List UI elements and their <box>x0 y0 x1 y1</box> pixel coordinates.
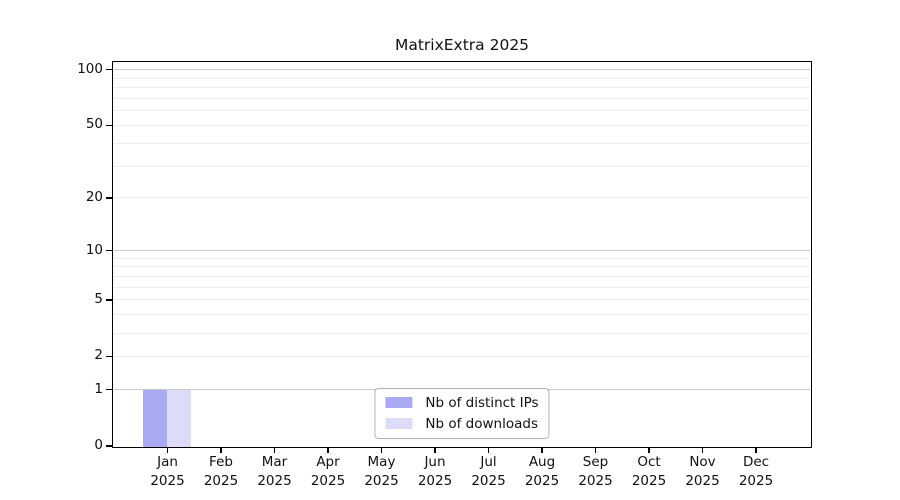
y-tick-mark-5 <box>106 299 112 301</box>
legend-swatch-downloads <box>385 418 413 429</box>
y-tick-mark-50 <box>106 124 112 127</box>
y-gridline-major-10 <box>113 250 810 251</box>
x-tick-mark-jan <box>166 447 169 453</box>
legend: Nb of distinct IPs Nb of downloads <box>374 387 550 439</box>
x-tick-label-aug: Aug 2025 <box>524 454 560 489</box>
bar-nb-of-distinct-ips-jan <box>143 390 167 447</box>
y-tick-label-100: 100 <box>77 60 103 77</box>
legend-item-downloads: Nb of downloads <box>385 416 538 432</box>
chart-title: MatrixExtra 2025 <box>394 36 530 54</box>
y-gridline-major-100 <box>113 69 810 71</box>
x-tick-mark-jun <box>434 447 436 453</box>
y-tick-mark-1 <box>106 388 112 391</box>
plot-area: Nb of distinct IPs Nb of downloads <box>112 60 812 448</box>
y-gridline-minor-80 <box>113 87 810 89</box>
y-tick-mark-10 <box>106 249 112 252</box>
y-gridline-minor-5 <box>113 299 810 301</box>
y-tick-mark-100 <box>106 68 112 71</box>
x-tick-mark-dec <box>755 447 757 453</box>
legend-swatch-distinct-ips <box>385 397 413 408</box>
y-gridline-minor-90 <box>113 77 810 79</box>
legend-label-distinct-ips: Nb of distinct IPs <box>425 394 539 411</box>
x-tick-mark-aug <box>541 447 543 453</box>
y-gridline-minor-6 <box>113 286 810 288</box>
x-tick-label-dec: Dec 2025 <box>738 454 774 489</box>
x-tick-mark-oct <box>648 447 650 453</box>
y-tick-label-5: 5 <box>94 290 103 307</box>
bar-nb-of-downloads-jan <box>167 390 191 447</box>
x-tick-mark-feb <box>220 447 222 453</box>
x-tick-label-jan: Jan 2025 <box>150 454 185 489</box>
y-tick-mark-20 <box>106 197 112 199</box>
y-tick-label-10: 10 <box>85 241 103 258</box>
x-tick-label-mar: Mar 2025 <box>257 454 292 489</box>
y-gridline-minor-70 <box>113 97 810 99</box>
y-tick-mark-2 <box>106 355 112 358</box>
y-tick-label-0: 0 <box>94 437 103 453</box>
y-gridline-minor-40 <box>113 142 810 144</box>
y-tick-label-1: 1 <box>94 380 103 397</box>
y-gridline-minor-7 <box>113 275 810 277</box>
y-tick-label-50: 50 <box>85 116 103 133</box>
x-tick-label-jun: Jun 2025 <box>417 454 453 489</box>
y-gridline-minor-3 <box>113 332 810 334</box>
x-tick-mark-mar <box>273 447 276 453</box>
x-tick-mark-may <box>380 447 383 453</box>
x-tick-mark-jul <box>487 447 490 453</box>
x-tick-label-may: May 2025 <box>364 454 399 489</box>
y-gridline-minor-50 <box>113 124 810 126</box>
x-tick-label-apr: Apr 2025 <box>310 454 346 489</box>
legend-item-distinct-ips: Nb of distinct IPs <box>385 394 539 411</box>
y-tick-mark-0 <box>106 445 112 447</box>
x-tick-label-feb: Feb 2025 <box>203 454 239 489</box>
y-gridline-minor-8 <box>113 266 810 268</box>
y-gridline-minor-4 <box>113 314 810 316</box>
legend-label-downloads: Nb of downloads <box>425 415 538 432</box>
y-tick-label-20: 20 <box>85 188 103 205</box>
y-gridline-minor-60 <box>113 110 810 112</box>
y-tick-label-2: 2 <box>94 347 103 364</box>
y-gridline-minor-20 <box>113 197 810 199</box>
x-tick-label-jul: Jul 2025 <box>471 454 506 489</box>
y-gridline-minor-2 <box>113 355 810 357</box>
x-tick-label-sep: Sep 2025 <box>578 454 613 489</box>
x-tick-mark-nov <box>701 447 704 453</box>
y-gridline-minor-9 <box>113 257 810 259</box>
x-tick-mark-apr <box>327 447 329 453</box>
x-tick-label-nov: Nov 2025 <box>685 454 720 489</box>
x-tick-label-oct: Oct 2025 <box>631 454 667 489</box>
x-tick-mark-sep <box>594 447 597 453</box>
y-gridline-minor-30 <box>113 165 810 167</box>
